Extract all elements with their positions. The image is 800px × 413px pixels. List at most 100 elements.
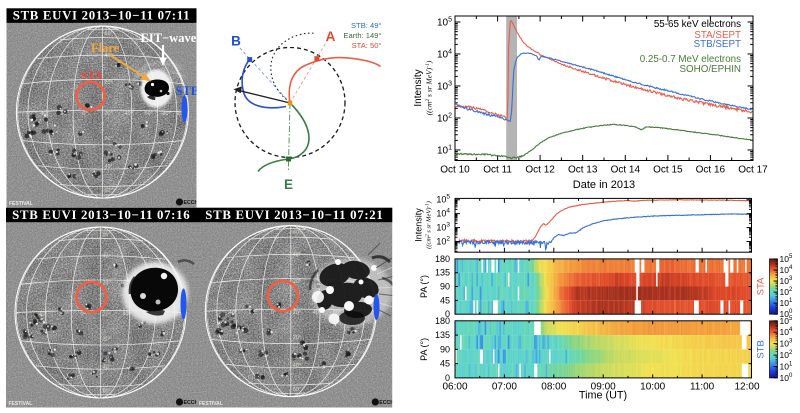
svg-text:SOHO/EPHIN: SOHO/EPHIN [679,64,741,75]
svg-text:20°: 20° [104,111,112,117]
svg-text:0: 0 [445,373,450,383]
svg-text:STB/SEPT: STB/SEPT [694,39,741,50]
svg-text:45: 45 [440,295,450,305]
svg-text:Oct 16: Oct 16 [696,165,726,176]
svg-text:102: 102 [436,236,450,247]
svg-text:40°: 40° [104,164,112,170]
svg-text:40°: 40° [123,312,131,318]
svg-text:07:00: 07:00 [492,382,517,393]
svg-text:103: 103 [780,339,793,349]
svg-text:0°: 0° [81,312,86,318]
svg-text:40°: 40° [103,365,111,371]
svg-text:60°: 60° [144,111,152,117]
svg-text:STB EUVI 2013−10−11 07:21: STB EUVI 2013−10−11 07:21 [205,208,383,222]
svg-text:Oct 13: Oct 13 [568,165,598,176]
svg-text:103: 103 [436,222,450,233]
svg-text:0.25-0.7 MeV electrons: 0.25-0.7 MeV electrons [640,54,741,65]
svg-text:20°: 20° [103,312,111,318]
svg-text:105: 105 [780,316,793,326]
svg-text:STB EUVI 2013−10−11 07:11: STB EUVI 2013−10−11 07:11 [13,9,191,23]
svg-text:08:00: 08:00 [541,382,566,393]
svg-text:40°: 40° [39,312,47,318]
svg-text:ECCHI: ECCHI [379,400,396,406]
svg-text:Oct 11: Oct 11 [483,165,512,176]
svg-text:A: A [326,29,336,44]
svg-text:105: 105 [436,194,450,205]
svg-text:100: 100 [780,373,793,383]
svg-text:102: 102 [780,350,793,360]
svg-text:102: 102 [780,287,793,297]
svg-text:Oct 17: Oct 17 [738,165,768,176]
svg-text:20°: 20° [293,310,301,316]
svg-text:STB: 49°: STB: 49° [351,21,381,30]
svg-text:20°: 20° [104,80,112,86]
svg-text:100: 100 [780,309,793,319]
svg-text:180: 180 [435,316,450,326]
svg-text:ECCHI: ECCHI [184,200,201,206]
svg-text:0°: 0° [82,111,87,117]
svg-text:06:00: 06:00 [442,382,467,393]
svg-text:B: B [231,34,241,49]
svg-text:Oct 15: Oct 15 [653,165,683,176]
svg-text:40°: 40° [103,254,111,260]
svg-text:40°: 40° [124,111,132,117]
svg-text:STA: STA [81,68,104,82]
svg-text:Intensity: Intensity [414,208,424,242]
svg-text:20°: 20° [103,281,111,287]
svg-text:60°: 60° [104,188,112,194]
svg-text:40°: 40° [313,310,321,316]
svg-text:FESTIVAL: FESTIVAL [199,401,223,407]
svg-text:Oct 14: Oct 14 [611,165,641,176]
svg-text:((cm2 s sr MeV)-1): ((cm2 s sr MeV)-1) [426,201,433,249]
svg-text:STB EUVI 2013−10−11 07:16: STB EUVI 2013−10−11 07:16 [12,208,190,222]
svg-text:180: 180 [435,254,450,264]
svg-text:60°: 60° [293,230,301,236]
svg-text:0: 0 [445,309,450,319]
svg-text:90: 90 [440,282,450,292]
svg-text:FESTIVAL: FESTIVAL [9,201,33,207]
svg-text:FESTIVAL: FESTIVAL [9,401,33,407]
svg-text:20°: 20° [104,136,112,142]
svg-text:40°: 40° [104,53,112,59]
svg-text:80°: 80° [162,111,170,117]
svg-text:Intensity: Intensity [413,69,424,106]
svg-text:09:00: 09:00 [591,382,616,393]
svg-text:STA: STA [756,277,767,295]
svg-text:EIT−wave: EIT−wave [141,31,197,45]
svg-text:Oct 12: Oct 12 [525,165,555,176]
svg-text:45: 45 [440,359,450,369]
svg-text:55-65 keV electrons: 55-65 keV electrons [654,19,741,30]
svg-text:Time (UT): Time (UT) [579,390,627,402]
svg-text:20°: 20° [293,335,301,341]
svg-text:12:00: 12:00 [734,382,759,393]
svg-text:60°: 60° [104,31,112,37]
svg-text:STB: STB [176,84,200,98]
svg-text:103: 103 [780,276,793,286]
svg-text:105: 105 [780,254,793,264]
svg-text:40°: 40° [40,111,48,117]
svg-text:104: 104 [436,208,450,219]
svg-text:0°: 0° [271,310,276,316]
svg-text:20°: 20° [60,111,68,117]
svg-text:100°: 100° [175,312,186,318]
svg-text:Flare: Flare [91,41,120,55]
svg-text:40°: 40° [293,363,301,369]
svg-text:PA (°): PA (°) [419,338,429,361]
svg-text:Date in 2013: Date in 2013 [573,179,635,191]
svg-text:60°: 60° [103,389,111,395]
svg-text:104: 104 [780,327,793,337]
svg-text:90: 90 [440,344,450,354]
svg-text:101: 101 [780,298,793,308]
svg-text:135: 135 [435,330,450,340]
svg-text:PA (°): PA (°) [419,275,429,298]
svg-text:104: 104 [780,265,793,275]
svg-text:ECCHI: ECCHI [184,400,201,406]
svg-text:135: 135 [435,268,450,278]
svg-text:40°: 40° [293,252,301,258]
svg-text:101: 101 [780,362,793,372]
svg-text:11:00: 11:00 [690,382,715,393]
svg-text:20°: 20° [293,279,301,285]
svg-text:STA: 50°: STA: 50° [352,41,382,50]
svg-text:STB: STB [756,340,767,358]
svg-text:60°: 60° [293,387,301,393]
